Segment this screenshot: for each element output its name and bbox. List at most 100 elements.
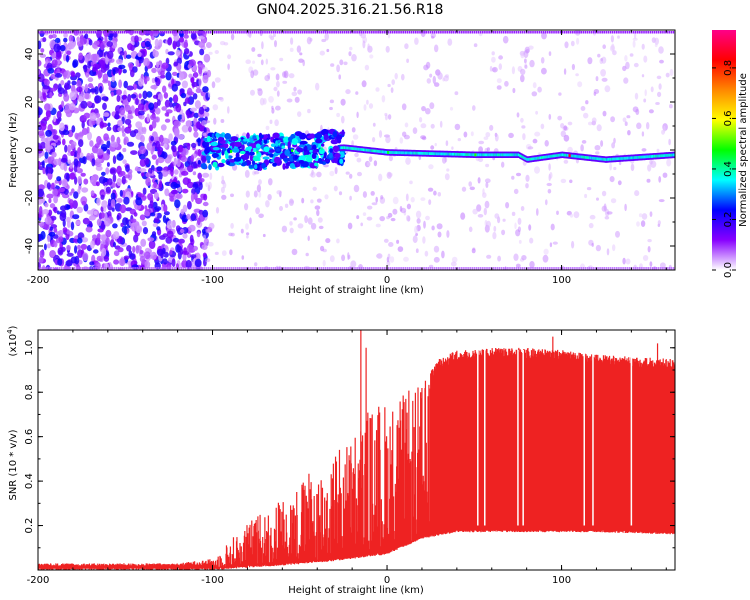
trace-cell bbox=[428, 152, 431, 155]
noise-cell bbox=[120, 222, 124, 227]
noise-cell bbox=[387, 212, 393, 218]
noise-cell bbox=[197, 149, 202, 157]
noise-cell bbox=[451, 256, 458, 263]
edge-cell bbox=[364, 31, 367, 34]
noise-cell bbox=[324, 194, 329, 200]
trace-cell bbox=[312, 144, 317, 150]
edge-cell bbox=[247, 267, 249, 270]
edge-cell bbox=[270, 267, 273, 270]
x-tick-label: -100 bbox=[201, 575, 224, 586]
trace-cell bbox=[671, 153, 674, 157]
edge-cell bbox=[230, 31, 233, 34]
noise-cell bbox=[569, 179, 573, 184]
edge-cell bbox=[590, 31, 593, 34]
edge-cell bbox=[73, 31, 76, 34]
noise-cell bbox=[367, 205, 373, 210]
noise-cell bbox=[74, 132, 79, 140]
edge-cell bbox=[144, 267, 147, 270]
noise-cell bbox=[58, 104, 63, 111]
noise-cell bbox=[485, 182, 489, 188]
noise-cell bbox=[647, 164, 652, 172]
trace-cell bbox=[267, 133, 271, 139]
noise-cell bbox=[89, 112, 97, 121]
trace-cell bbox=[351, 147, 353, 150]
noise-cell bbox=[103, 255, 110, 262]
noise-cell bbox=[92, 234, 97, 240]
noise-cell bbox=[588, 121, 593, 126]
noise-cell bbox=[186, 110, 190, 119]
trace-cell bbox=[599, 157, 601, 161]
edge-cell bbox=[260, 31, 262, 34]
noise-cell bbox=[58, 187, 65, 193]
edge-cell bbox=[220, 267, 222, 270]
noise-cell bbox=[83, 64, 88, 73]
noise-cell bbox=[171, 78, 175, 86]
noise-cell bbox=[70, 256, 77, 264]
noise-cell bbox=[446, 168, 450, 172]
noise-cell bbox=[44, 202, 49, 208]
noise-cell bbox=[362, 191, 367, 198]
edge-cell bbox=[530, 31, 532, 34]
edge-cell bbox=[662, 31, 664, 34]
snr-series bbox=[38, 330, 675, 570]
trace-cell bbox=[323, 133, 329, 141]
noise-cell bbox=[96, 197, 101, 206]
noise-cell bbox=[388, 242, 394, 247]
edge-cell bbox=[94, 31, 97, 34]
noise-cell bbox=[38, 90, 41, 99]
edge-cell bbox=[538, 31, 541, 34]
noise-cell bbox=[298, 58, 304, 63]
noise-cell bbox=[203, 234, 206, 240]
noise-cell bbox=[473, 43, 478, 48]
noise-cell bbox=[208, 51, 213, 55]
edge-cell bbox=[278, 31, 281, 34]
noise-cell bbox=[349, 46, 353, 51]
edge-cell bbox=[347, 31, 350, 34]
noise-cell bbox=[425, 215, 430, 221]
noise-cell bbox=[439, 120, 443, 128]
trace-cell bbox=[517, 153, 520, 157]
noise-cell bbox=[170, 167, 174, 177]
noise-cell bbox=[427, 187, 434, 192]
noise-cell bbox=[177, 159, 181, 165]
noise-cell bbox=[166, 230, 174, 239]
noise-cell bbox=[95, 162, 102, 167]
trace-cell bbox=[405, 151, 408, 155]
noise-cell bbox=[249, 217, 252, 225]
edge-cell bbox=[264, 267, 266, 270]
trace-cell bbox=[555, 154, 557, 157]
noise-cell bbox=[502, 218, 506, 222]
noise-cell bbox=[81, 200, 87, 206]
noise-cell bbox=[293, 86, 297, 92]
edge-cell bbox=[75, 31, 78, 34]
edge-cell bbox=[178, 267, 180, 270]
noise-cell bbox=[372, 137, 376, 143]
edge-cell bbox=[142, 267, 145, 270]
edge-cell bbox=[331, 31, 333, 34]
edge-cell bbox=[283, 267, 285, 270]
noise-cell bbox=[373, 160, 378, 167]
noise-cell bbox=[497, 255, 501, 262]
trace-cell bbox=[431, 152, 433, 155]
noise-cell bbox=[227, 106, 230, 114]
noise-cell bbox=[163, 143, 168, 149]
noise-cell bbox=[110, 80, 117, 89]
edge-cell bbox=[98, 267, 101, 270]
noise-cell bbox=[214, 50, 219, 54]
noise-cell bbox=[329, 99, 334, 104]
edge-cell bbox=[73, 267, 76, 270]
noise-cell bbox=[116, 153, 124, 161]
noise-cell bbox=[84, 92, 90, 100]
noise-cell bbox=[182, 204, 188, 213]
trace-cell bbox=[225, 154, 229, 159]
edge-cell bbox=[400, 267, 402, 270]
trace-cell bbox=[618, 157, 620, 161]
edge-cell bbox=[48, 31, 51, 34]
noise-cell bbox=[268, 178, 273, 186]
noise-cell bbox=[47, 67, 55, 74]
noise-cell bbox=[560, 130, 566, 138]
noise-cell bbox=[119, 171, 126, 176]
trace-cell bbox=[670, 153, 673, 157]
snr-x-ticks: -200 -100 0 100 bbox=[27, 330, 667, 586]
edge-cell bbox=[387, 31, 390, 34]
